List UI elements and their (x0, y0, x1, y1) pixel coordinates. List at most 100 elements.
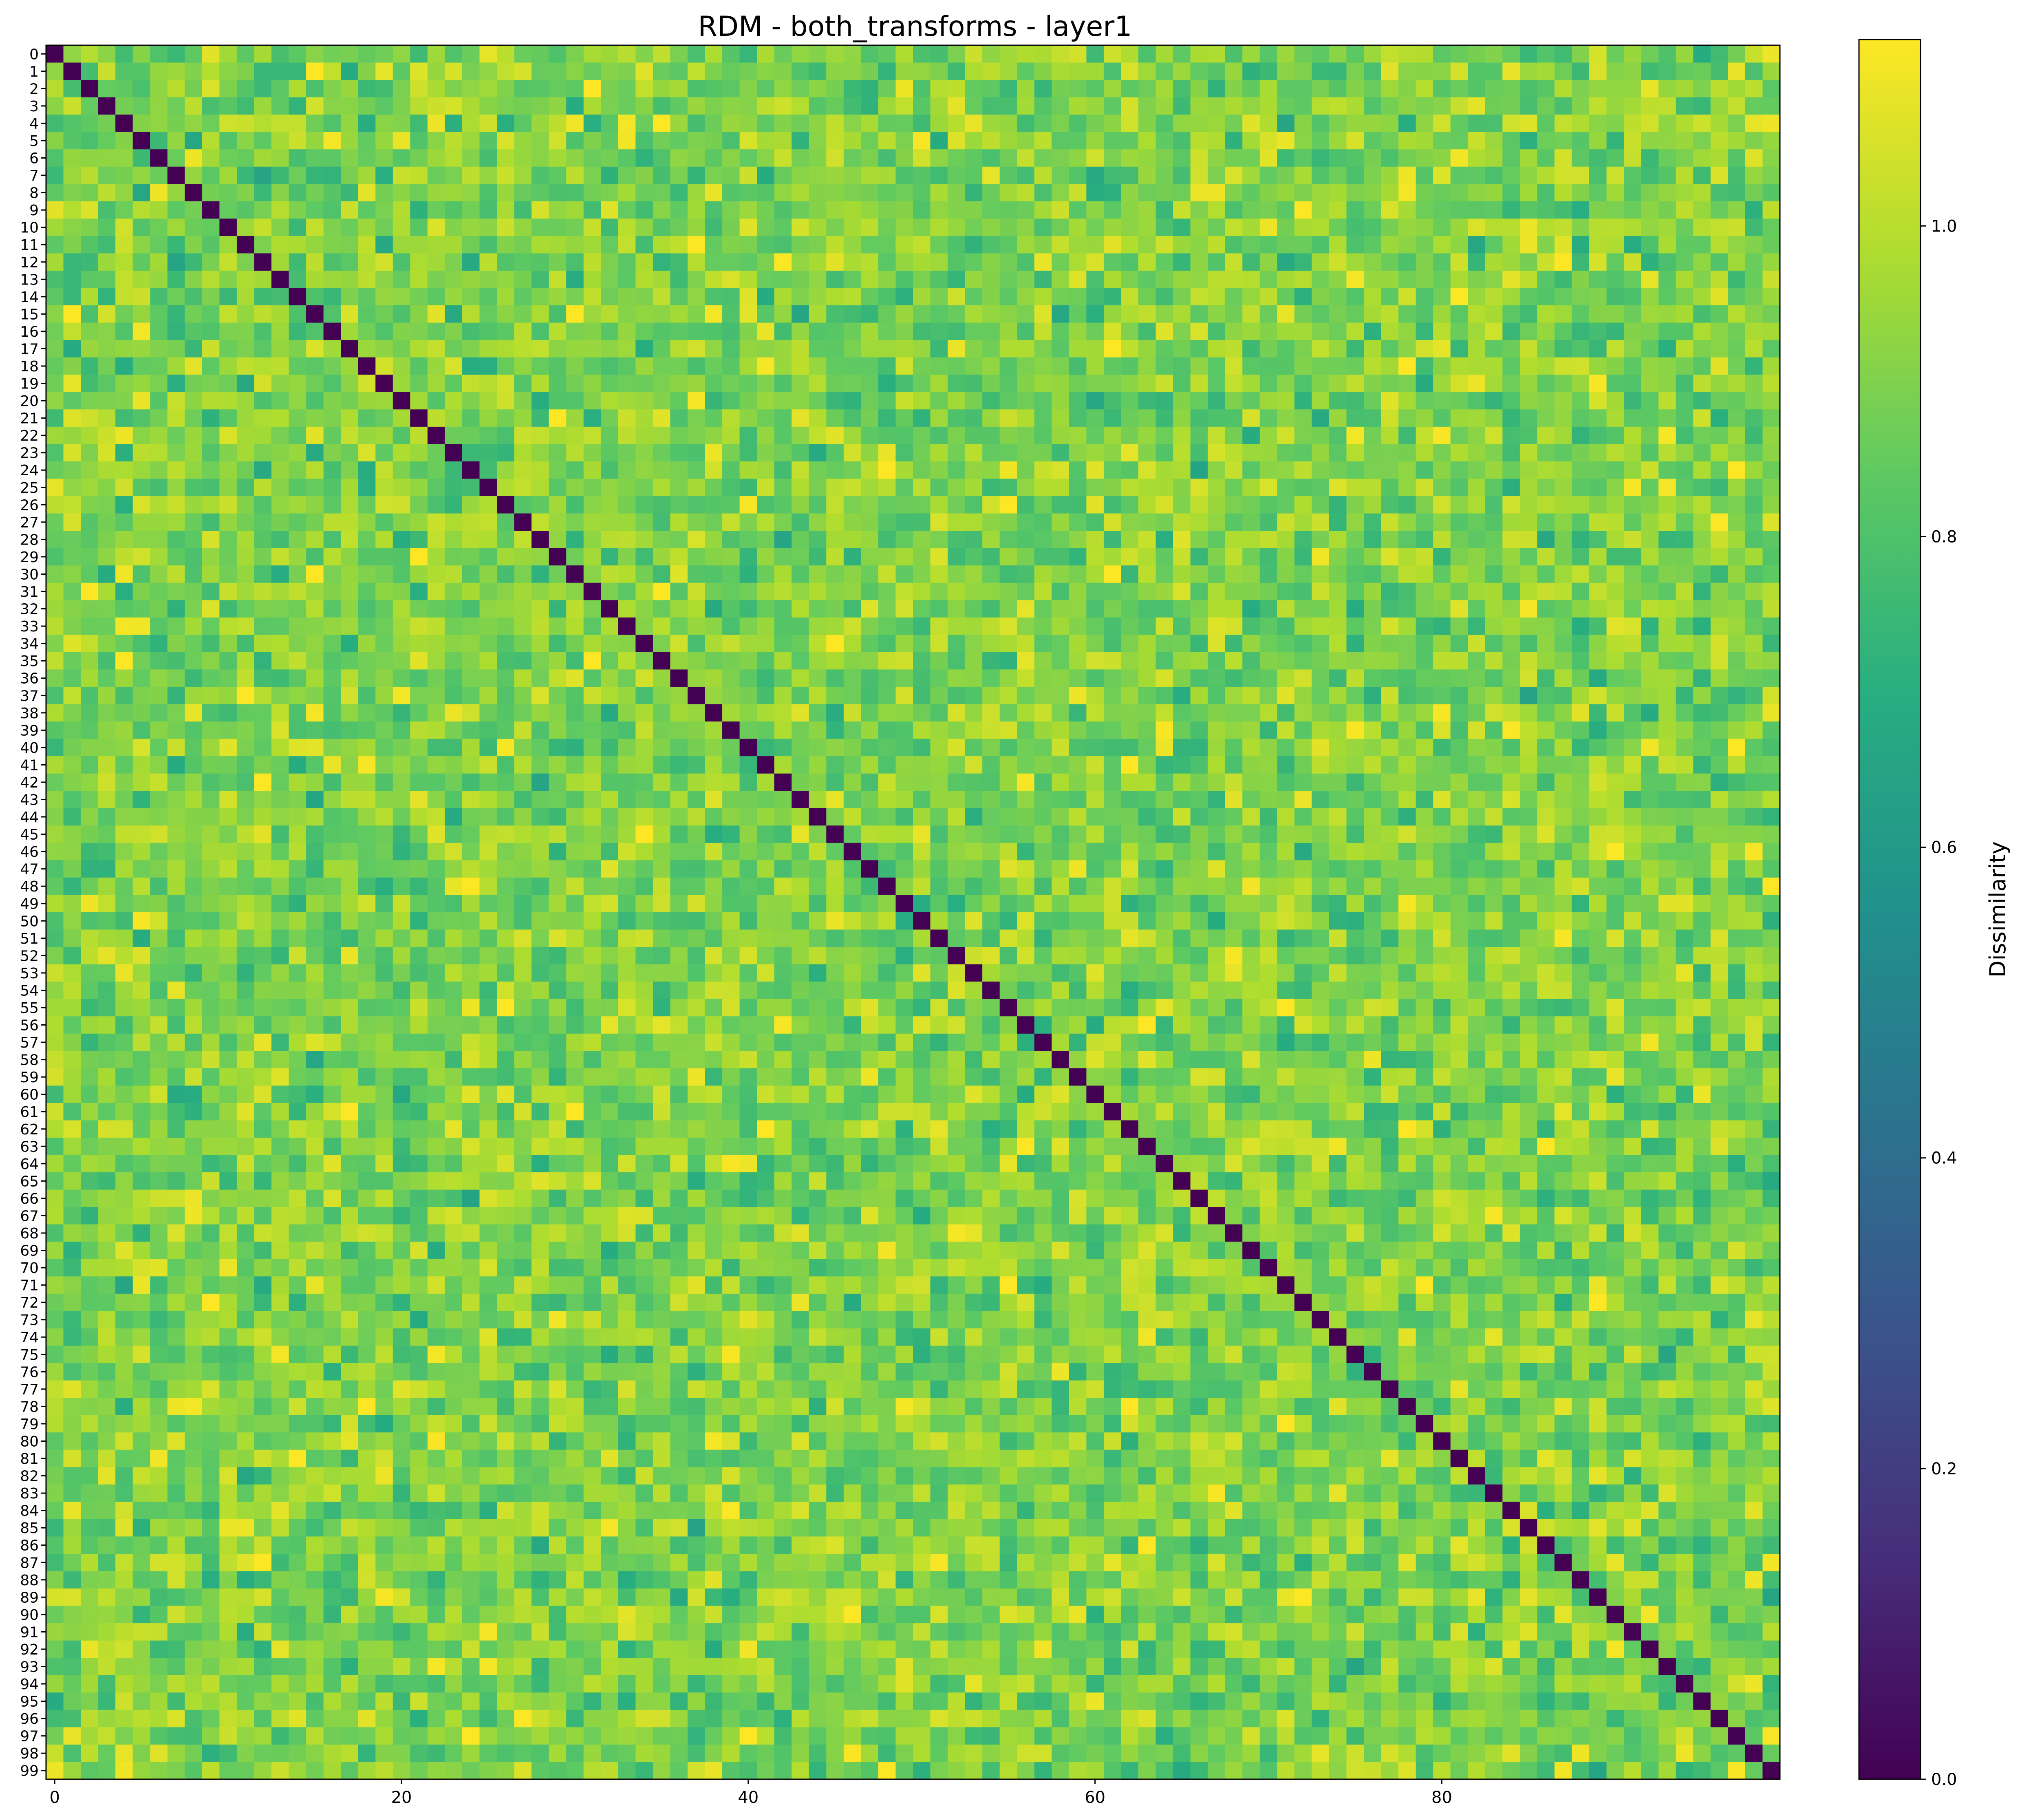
heatmap-cell (566, 582, 584, 600)
heatmap-cell (150, 322, 168, 340)
heatmap-cell (861, 843, 879, 860)
heatmap-cell (81, 184, 99, 202)
heatmap-cell (913, 218, 931, 236)
heatmap-cell (1641, 271, 1659, 289)
heatmap-cell (1676, 704, 1693, 722)
heatmap-cell (236, 271, 255, 289)
heatmap-cell (705, 288, 723, 306)
heatmap-cell (358, 669, 376, 687)
heatmap-cell (1416, 582, 1433, 600)
heatmap-cell (115, 305, 133, 323)
heatmap-cell (410, 479, 428, 496)
heatmap-cell (219, 409, 237, 427)
heatmap-cell (1658, 652, 1676, 670)
heatmap-cell (1381, 271, 1399, 289)
heatmap-cell (202, 166, 220, 184)
heatmap-cell (98, 877, 116, 896)
heatmap-cell (999, 218, 1017, 236)
heatmap-cell (895, 895, 913, 913)
heatmap-cell (115, 426, 133, 445)
heatmap-cell (1190, 791, 1208, 809)
heatmap-cell (1364, 895, 1382, 913)
heatmap-cell (1554, 426, 1572, 445)
heatmap-cell (1069, 548, 1087, 566)
heatmap-cell (1572, 149, 1590, 167)
heatmap-cell (1312, 721, 1330, 739)
heatmap-cell (878, 669, 896, 687)
heatmap-cell (722, 409, 740, 427)
heatmap-cell (1502, 843, 1520, 860)
heatmap-cell (843, 739, 861, 757)
heatmap-cell (1190, 635, 1208, 653)
heatmap-cell (1468, 669, 1486, 687)
heatmap-cell (670, 808, 688, 826)
heatmap-cell (930, 62, 948, 80)
heatmap-cell (445, 773, 463, 791)
heatmap-cell (462, 513, 480, 531)
heatmap-cell (913, 669, 931, 687)
heatmap-cell (1693, 825, 1711, 843)
heatmap-cell (670, 357, 688, 375)
heatmap-cell (375, 513, 393, 531)
heatmap-cell (1624, 635, 1642, 653)
heatmap-cell (1312, 877, 1330, 896)
heatmap-cell (930, 97, 948, 115)
heatmap-cell (982, 808, 1000, 826)
heatmap-cell (1450, 201, 1468, 219)
heatmap-cell (601, 843, 619, 860)
heatmap-cell (739, 236, 757, 254)
heatmap-cell (826, 652, 844, 670)
heatmap-cell (809, 791, 827, 809)
heatmap-cell (1277, 565, 1295, 583)
heatmap-cell (1676, 340, 1693, 358)
heatmap-cell (63, 635, 81, 653)
heatmap-cell (1121, 201, 1139, 219)
heatmap-cell (653, 461, 671, 479)
heatmap-cell (167, 582, 185, 600)
heatmap-cell (1398, 97, 1416, 115)
heatmap-cell (98, 548, 116, 566)
heatmap-cell (1346, 860, 1364, 878)
heatmap-cell (757, 877, 775, 896)
heatmap-cell (1312, 652, 1330, 670)
heatmap-cell (601, 357, 619, 375)
heatmap-cell (982, 791, 1000, 809)
heatmap-cell (913, 513, 931, 531)
heatmap-cell (705, 548, 723, 566)
heatmap-cell (895, 80, 913, 98)
heatmap-cell (289, 166, 306, 184)
heatmap-cell (46, 97, 64, 115)
heatmap-cell (843, 357, 861, 375)
heatmap-cell (774, 201, 792, 219)
heatmap-cell (1259, 375, 1277, 393)
heatmap-cell (948, 80, 966, 98)
heatmap-cell (1416, 45, 1433, 63)
heatmap-cell (98, 582, 116, 600)
heatmap-cell (999, 340, 1017, 358)
heatmap-cell (895, 704, 913, 722)
heatmap-cell (358, 357, 376, 375)
heatmap-cell (1346, 513, 1364, 531)
heatmap-cell (1572, 132, 1590, 150)
heatmap-cell (1364, 305, 1382, 323)
heatmap-cell (132, 62, 150, 80)
heatmap-cell (1398, 773, 1416, 791)
heatmap-cell (1589, 80, 1607, 98)
heatmap-cell (271, 582, 289, 600)
heatmap-cell (1225, 392, 1243, 410)
heatmap-cell (375, 531, 393, 549)
heatmap-cell (774, 617, 792, 635)
heatmap-cell (1346, 115, 1364, 132)
heatmap-cell (271, 617, 289, 635)
heatmap-cell (930, 288, 948, 306)
heatmap-cell (1173, 635, 1191, 653)
heatmap-cell (236, 600, 255, 618)
heatmap-cell (1658, 773, 1676, 791)
heatmap-cell (271, 531, 289, 549)
heatmap-cell (618, 45, 636, 63)
heatmap-cell (445, 895, 463, 913)
heatmap-cell (427, 825, 445, 843)
heatmap-cell (635, 652, 653, 670)
heatmap-cell (289, 322, 306, 340)
heatmap-cell (549, 565, 567, 583)
